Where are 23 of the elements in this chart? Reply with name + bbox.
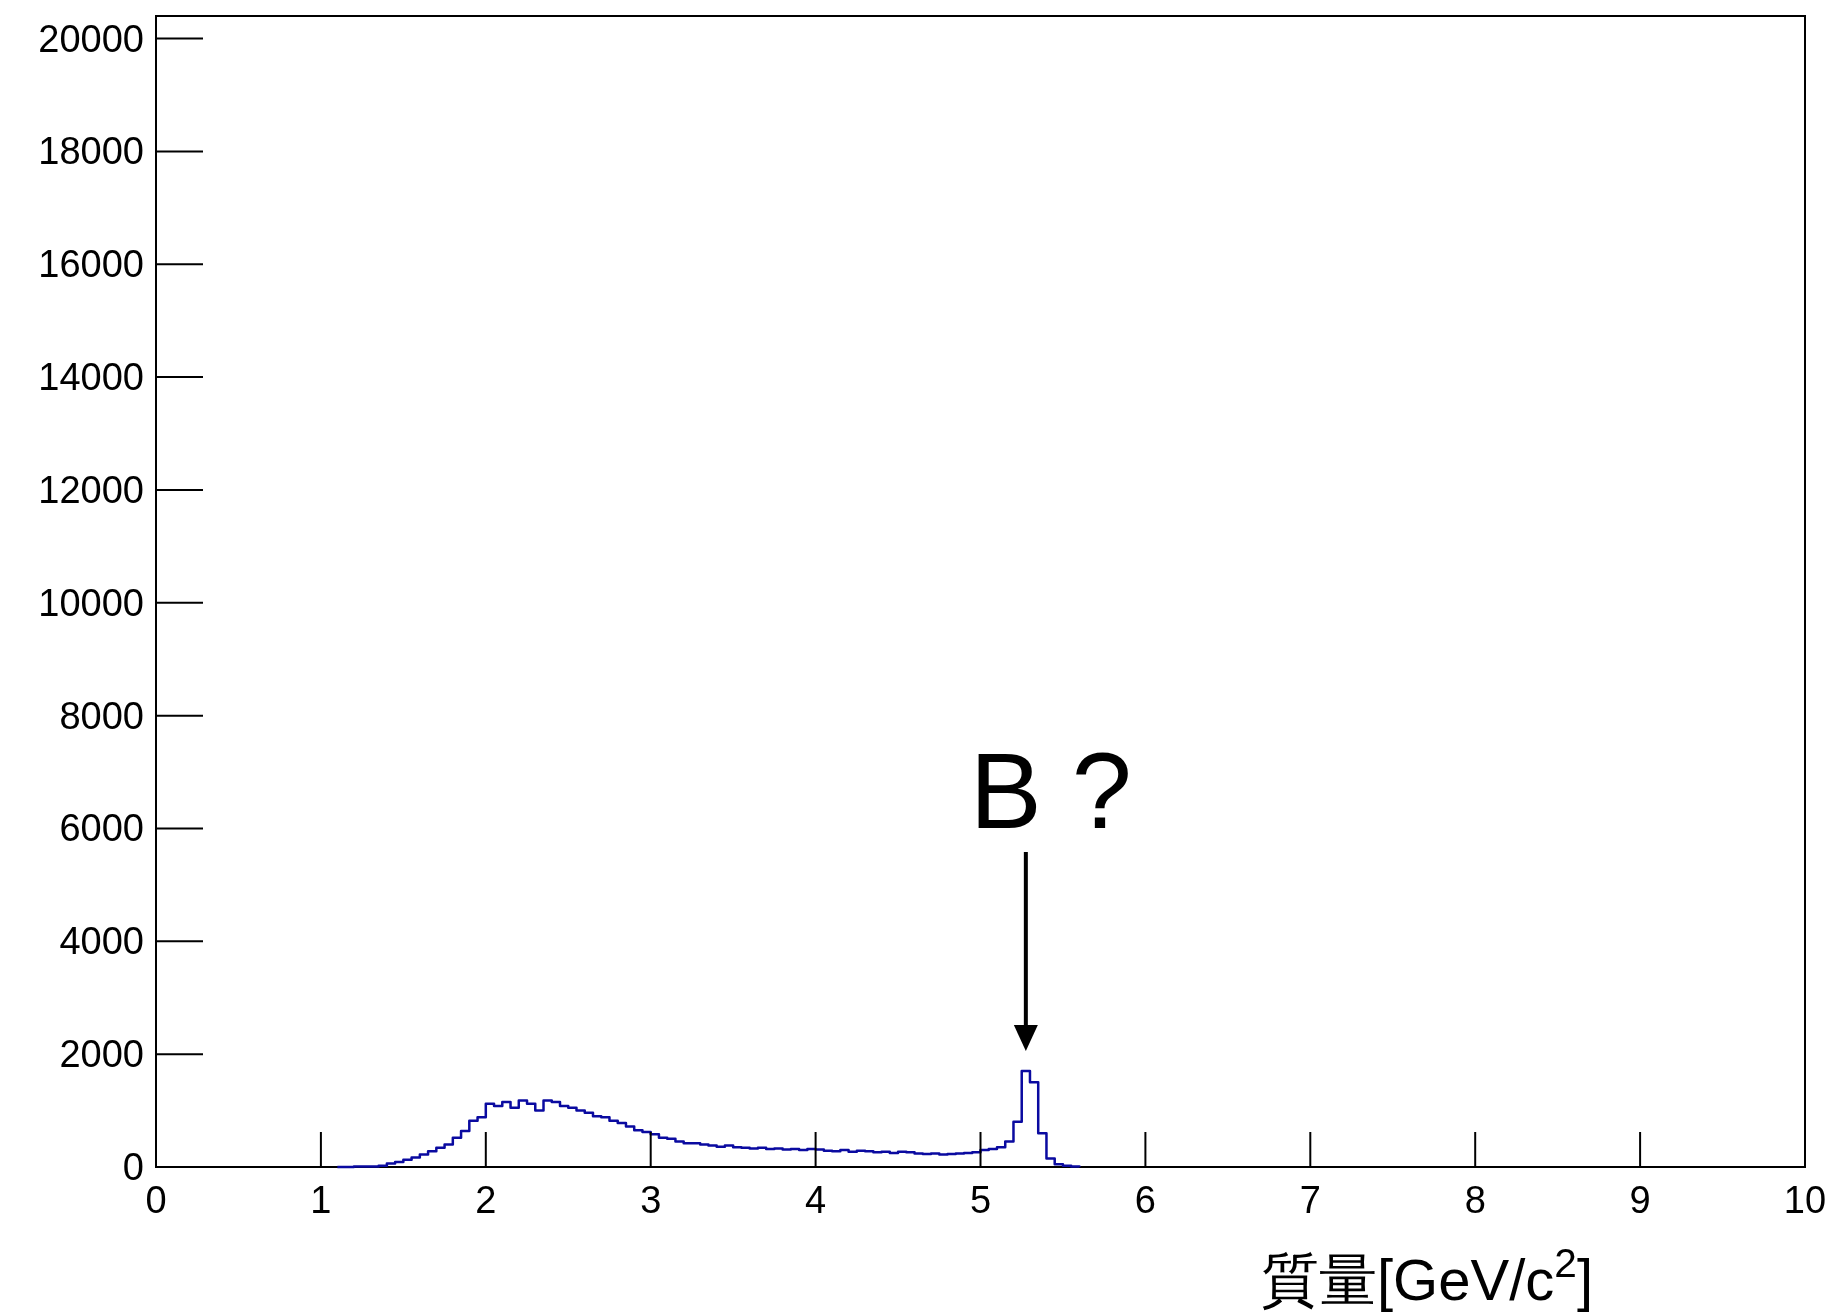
y-tick-label: 12000	[38, 468, 144, 511]
x-tick-label: 6	[1134, 1179, 1156, 1221]
x-tick-label: 10	[1783, 1179, 1827, 1221]
x-tick-label: 2	[475, 1179, 497, 1221]
x-tick-label: 4	[805, 1179, 827, 1221]
x-axis-title: 質量[GeV/c$^{2}$]	[1261, 1240, 1593, 1312]
y-tick-label: 2000	[59, 1033, 144, 1076]
x-tick-label: 3	[640, 1179, 662, 1221]
x-tick-label: 9	[1629, 1179, 1651, 1221]
annotation: B ?	[969, 730, 1132, 851]
y-tick-label: 16000	[38, 243, 144, 286]
y-tick-label: 14000	[38, 356, 144, 399]
y-tick-label: 4000	[59, 920, 144, 963]
x-tick-label: 7	[1299, 1179, 1321, 1221]
x-tick-label: 8	[1464, 1179, 1486, 1221]
y-tick-label: 0	[122, 1146, 144, 1188]
y-tick-label: 6000	[59, 807, 144, 850]
y-tick-label: 20000	[38, 17, 144, 60]
y-tick-label: 10000	[38, 581, 144, 624]
x-tick-label: 1	[310, 1179, 332, 1221]
y-tick-label: 8000	[59, 694, 144, 737]
y-tick-label: 18000	[38, 130, 144, 173]
x-tick-label: 5	[969, 1179, 992, 1221]
